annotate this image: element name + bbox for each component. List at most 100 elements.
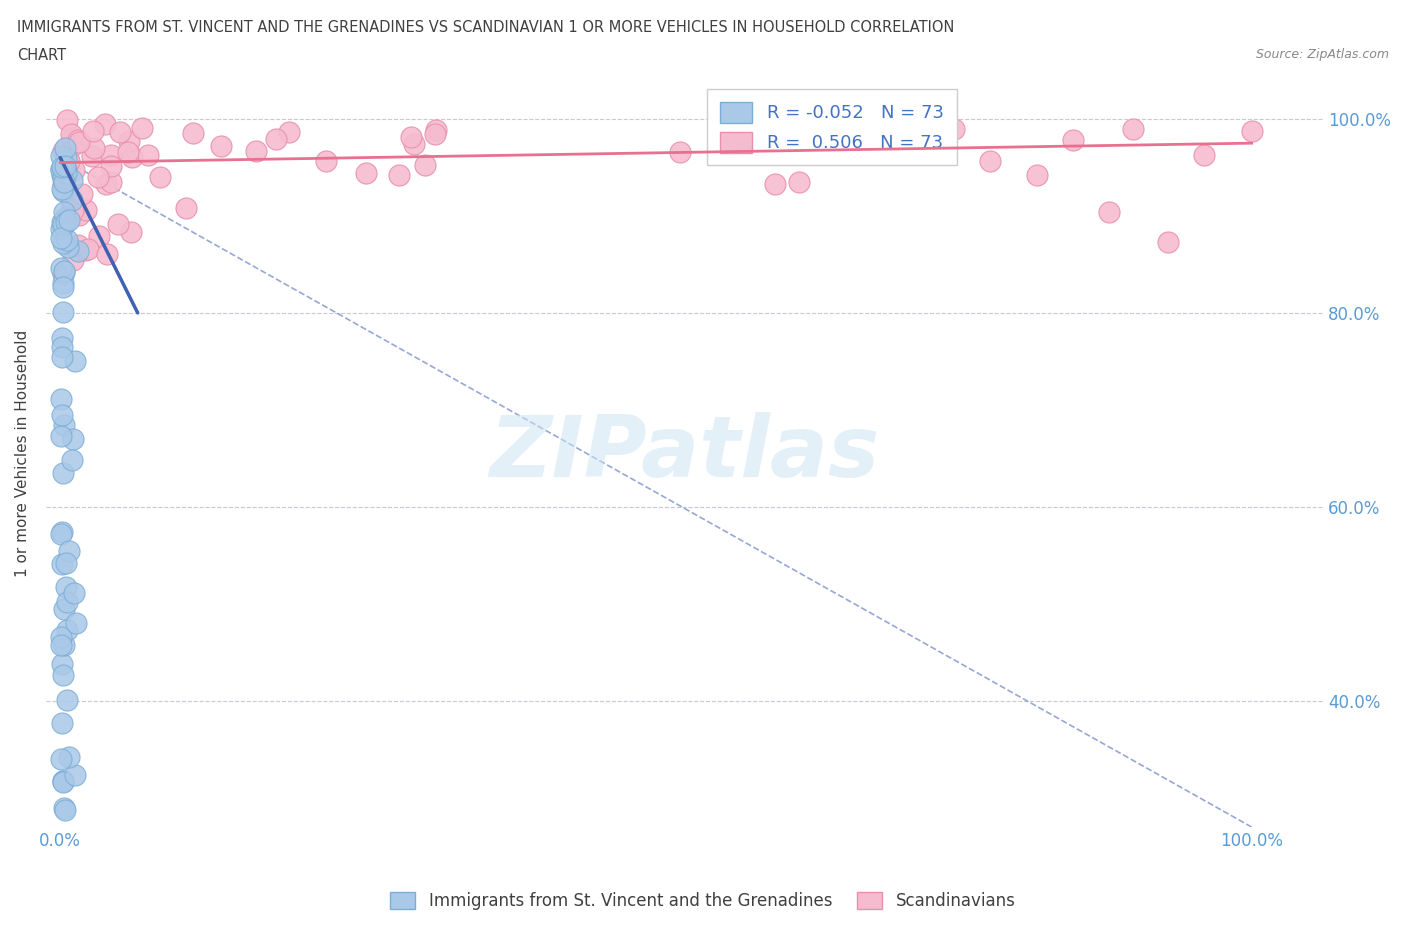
Point [52,775,75,790]
Point [80,148,103,163]
Point [52,304,75,319]
Point [58,750,80,764]
Point [49,392,72,406]
Point [62,203,84,218]
Legend: Immigrants from St. Vincent and the Grenadines, Scandinavians: Immigrants from St. Vincent and the Gren… [384,885,1022,917]
Point [58,544,80,559]
Point [65,616,87,631]
Point [51,160,73,175]
Point [62,252,84,267]
Point [763,176,786,191]
Point [56,163,79,178]
Point [52,235,75,250]
Point [51,181,73,196]
Point [58,212,80,227]
Point [67,208,90,223]
Point [56,623,79,638]
Point [77,242,100,257]
Point [66,238,89,253]
Point [55,555,77,570]
Point [51,349,73,364]
Point [52,466,75,481]
Text: Source: ZipAtlas.com: Source: ZipAtlas.com [1256,48,1389,61]
Point [51,168,73,183]
Point [53,159,76,174]
Point [942,122,965,137]
Point [52,418,75,433]
Point [60,453,83,468]
Point [52,219,75,234]
Point [859,118,882,133]
Point [108,125,131,140]
Point [55,166,77,180]
Point [67,243,90,258]
Point [58,154,80,169]
Point [315,154,337,169]
Point [52,177,75,192]
Point [277,125,299,140]
Point [55,150,77,165]
Point [100,175,122,190]
Point [52,801,75,816]
Point [63,768,86,783]
Point [100,159,122,174]
Point [52,217,75,232]
Point [51,557,73,572]
Point [49,630,72,644]
Point [49,429,72,444]
Point [49,527,72,542]
Point [58,153,80,168]
Y-axis label: 1 or more Vehicles in Household: 1 or more Vehicles in Household [15,330,30,578]
Point [72,187,94,202]
Point [1121,121,1143,136]
Point [413,157,436,172]
Point [354,166,377,180]
Point [55,167,77,182]
Point [52,280,75,295]
Point [49,231,72,246]
Point [52,637,75,652]
Point [100,148,122,163]
Point [118,134,141,149]
Point [83,140,105,155]
Point [55,166,77,180]
Point [51,716,73,731]
Point [62,432,84,446]
Point [174,200,197,215]
Point [1026,168,1049,183]
Point [63,586,86,601]
Point [209,139,232,153]
Point [55,214,77,229]
Point [121,225,143,240]
Point [75,202,97,217]
Point [52,205,75,219]
Point [51,657,73,671]
Point [49,751,72,766]
Point [1157,235,1180,250]
Point [96,246,118,261]
Point [245,144,267,159]
Point [148,169,170,184]
Point [1098,205,1121,219]
Point [51,260,73,275]
Point [67,134,90,149]
Text: ZIPatlas: ZIPatlas [489,412,880,495]
Text: CHART: CHART [17,48,66,63]
Point [55,579,77,594]
Point [51,408,73,423]
Point [131,121,153,136]
Point [52,171,75,186]
Point [60,198,83,213]
Point [60,193,83,207]
Point [117,145,139,160]
Point [52,265,75,280]
Point [1192,148,1215,163]
Point [107,216,129,231]
Point [425,122,447,137]
Point [388,167,411,182]
Point [62,199,84,214]
Point [87,169,110,184]
Point [51,339,73,354]
Point [1062,132,1084,147]
Point [402,137,425,152]
